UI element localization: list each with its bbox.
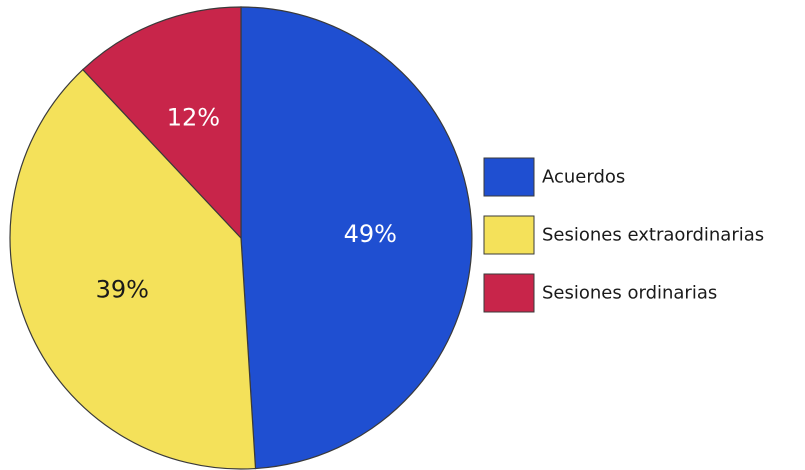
data-label-1: 49% (344, 220, 397, 248)
legend-swatch-3 (483, 273, 535, 313)
legend-label-2: Sesiones extraordinarias (542, 225, 764, 246)
legend: Acuerdos Sesiones extraordinarias Sesiones… (483, 157, 764, 313)
pie-slice-1 (240, 6, 473, 470)
legend-swatch-2 (483, 215, 535, 255)
data-label-2: 39% (96, 275, 149, 303)
legend-label-3: Sesiones ordinarias (542, 283, 717, 304)
pie-slice-3 (82, 6, 242, 240)
pie-slice-2 (9, 68, 257, 470)
pie-data-labels: 49% 39% 12% (96, 104, 397, 304)
pie-slices (9, 6, 473, 470)
legend-label-1: Acuerdos (542, 167, 625, 188)
data-label-3: 12% (167, 104, 220, 132)
legend-swatch-1 (483, 157, 535, 197)
